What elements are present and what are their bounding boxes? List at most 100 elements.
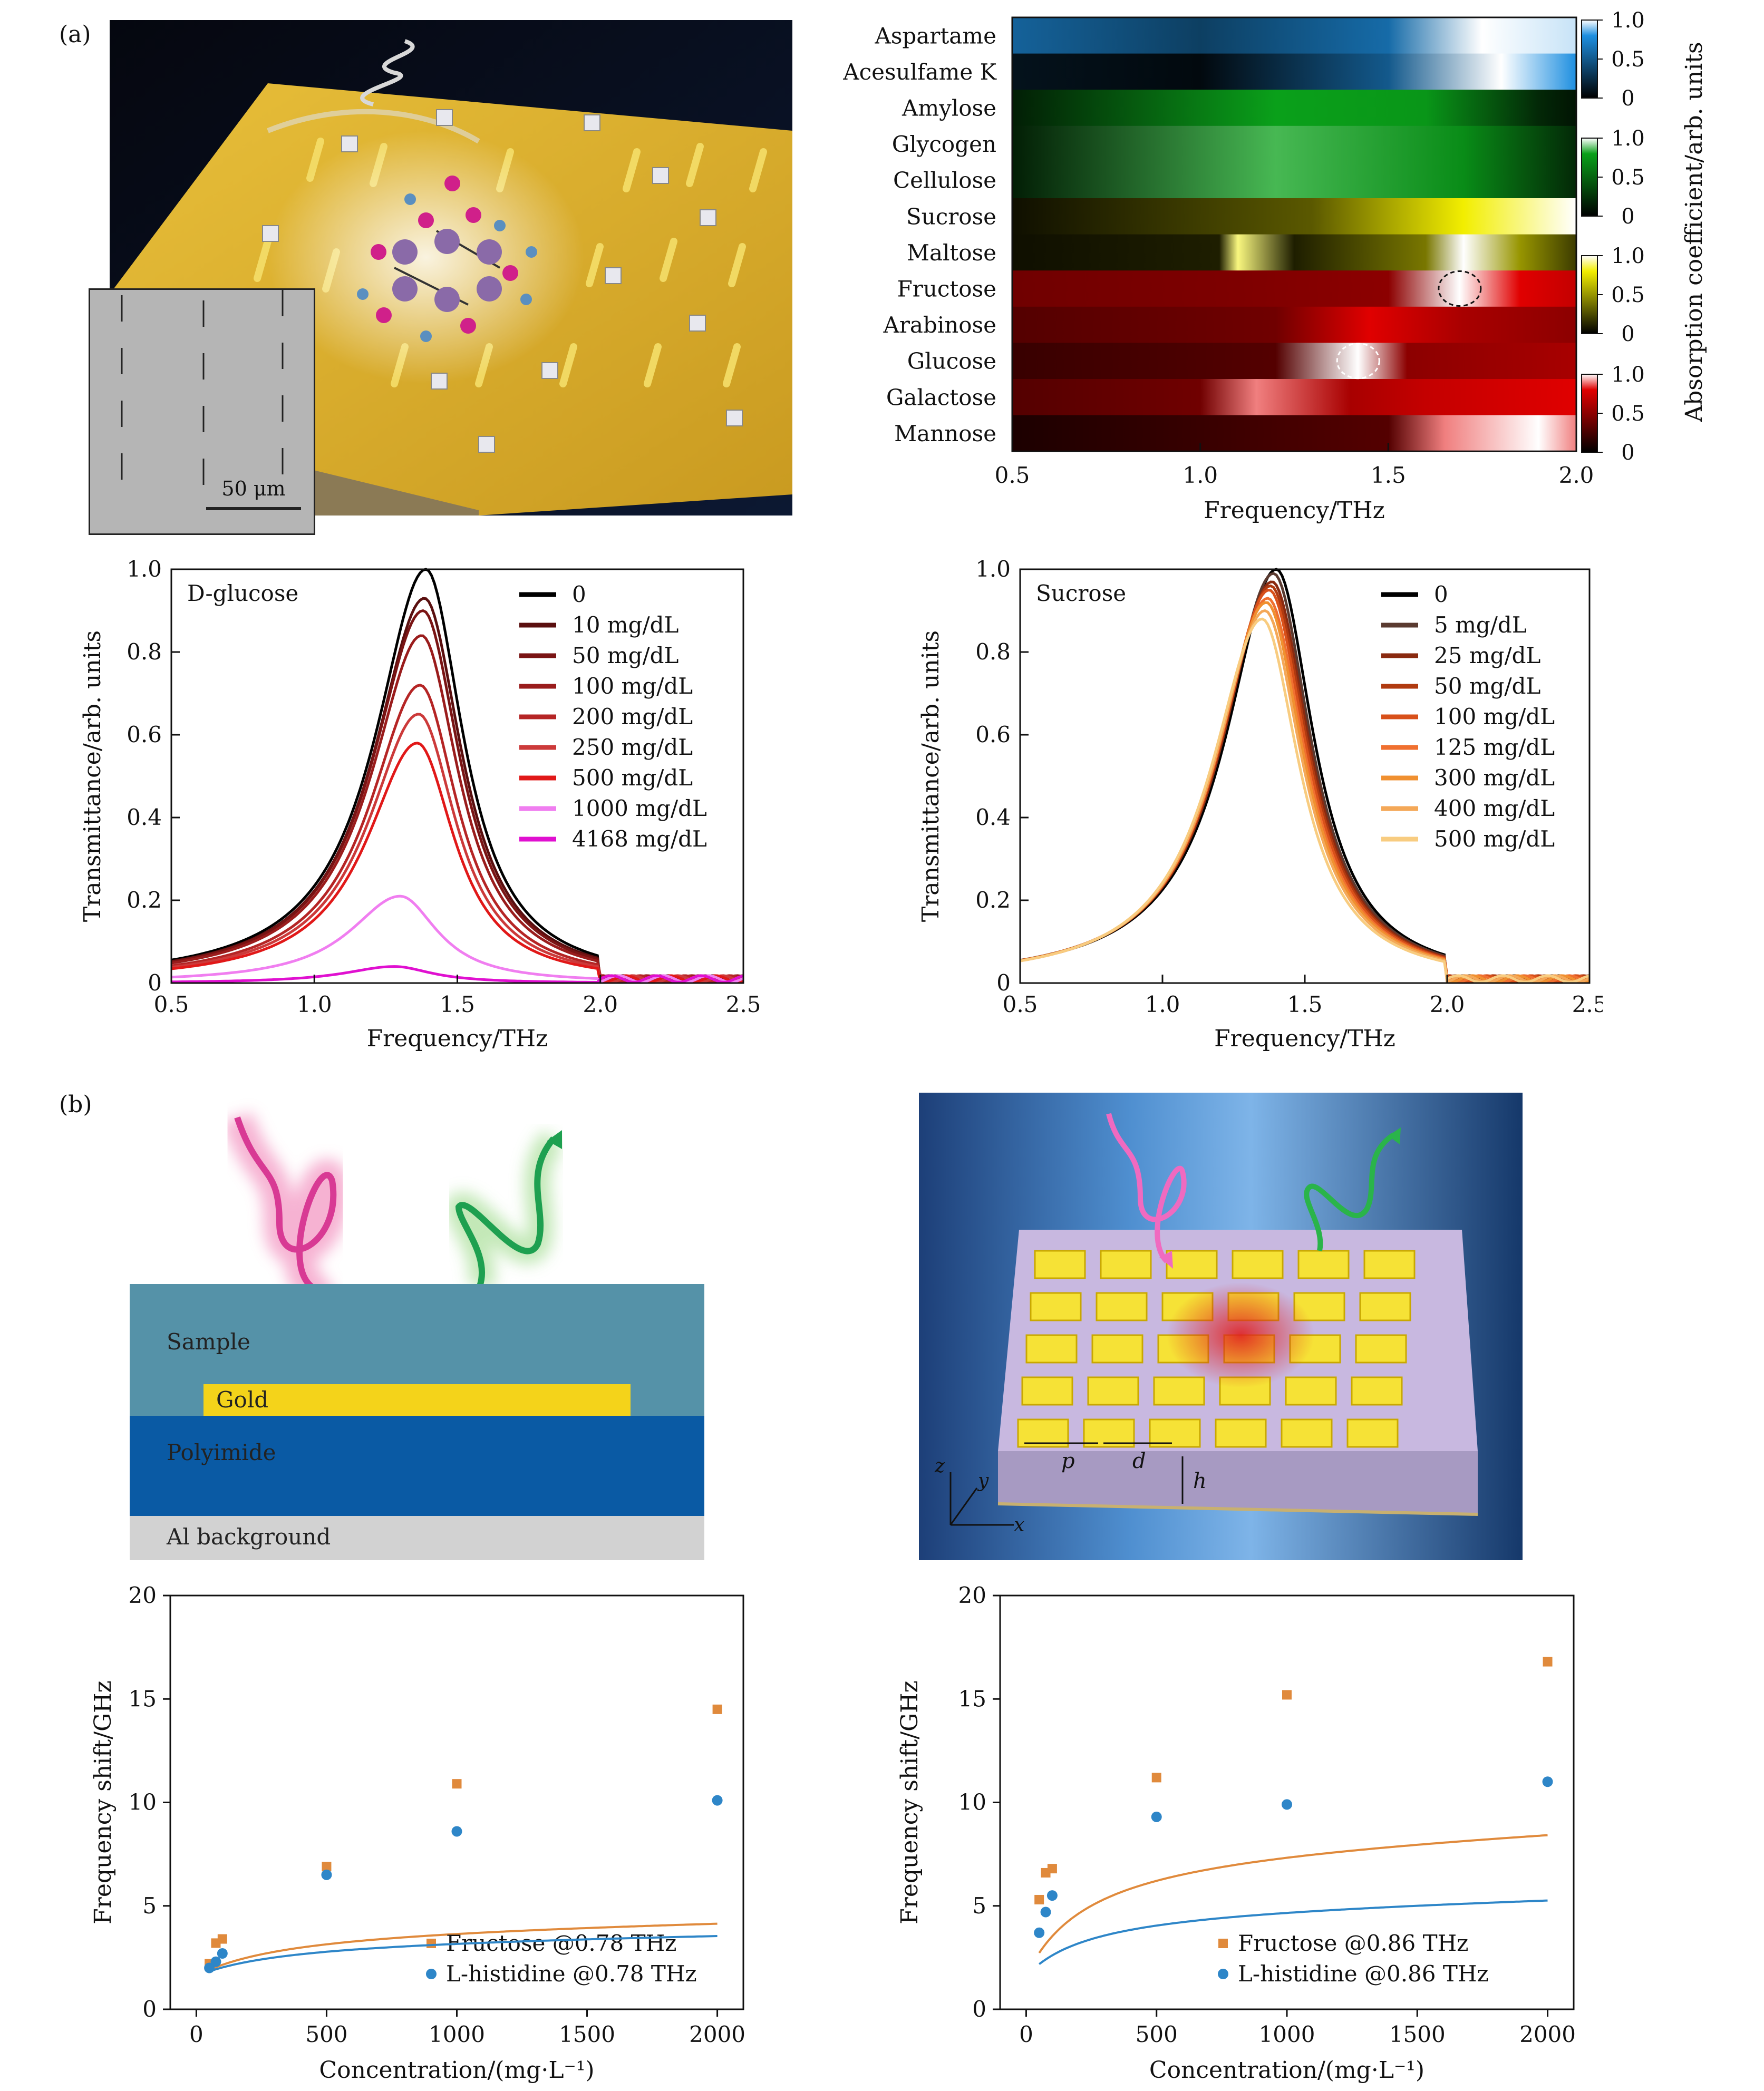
gold-patch — [1034, 1250, 1086, 1279]
glucose-peak-marker — [1336, 343, 1380, 380]
data-point — [210, 1956, 221, 1967]
y-tick-label: 1.0 — [127, 556, 162, 582]
heatmap-row-1 — [1012, 17, 1576, 54]
fructose-peak-marker — [1438, 270, 1482, 307]
gold-patch — [1030, 1292, 1082, 1321]
heatmap-row-10 — [1012, 343, 1576, 380]
heatmap-row-6 — [1012, 198, 1576, 235]
heatmap-x-tick-label: 0.5 — [995, 462, 1030, 488]
x-tick-label: 1000 — [429, 2021, 485, 2047]
x-axis-label: Frequency/THz — [367, 1025, 548, 1052]
legend-label: 100 mg/dL — [572, 673, 693, 699]
data-point — [712, 1704, 722, 1714]
legend-marker — [1218, 1969, 1228, 1979]
gold-patch — [1351, 1376, 1403, 1406]
gold-patch — [1359, 1292, 1411, 1321]
series-line-7 — [171, 742, 744, 984]
colorbar-tick-label: 0 — [1621, 205, 1634, 229]
label-z: z — [934, 1455, 945, 1477]
x-tick-label: 0.5 — [1003, 991, 1038, 1017]
heatmap-x-tick-label: 2.0 — [1559, 462, 1594, 488]
legend-label: L-histidine @0.86 THz — [1238, 1961, 1489, 1987]
data-point — [217, 1934, 227, 1944]
legend-label: 500 mg/dL — [1434, 826, 1555, 852]
heatmap-row-label: Aspartame — [875, 23, 997, 48]
heatmap-row-2 — [1012, 53, 1576, 90]
heatmap-row-3 — [1012, 90, 1576, 127]
absorption-heatmap: Aspartame Acesulfame K Amylose Glycogen Cell… — [842, 11, 1708, 524]
y-tick-label: 0 — [972, 1996, 986, 2022]
chart-title: D-glucose — [187, 580, 298, 606]
polyimide-label: Polyimide — [167, 1440, 276, 1465]
gold-patch — [1083, 1418, 1135, 1448]
legend-label: 5 mg/dL — [1434, 612, 1527, 638]
heatmap-row-label: Fructose — [897, 276, 996, 302]
colorbar-tick-label: 0.5 — [1611, 47, 1645, 72]
x-tick-label: 1500 — [1389, 2021, 1446, 2047]
colorbar-tick-label: 1.0 — [1611, 11, 1645, 33]
legend-label: 400 mg/dL — [1434, 795, 1555, 821]
gold-patch — [1017, 1418, 1069, 1448]
colorbar-tick-label: 0 — [1621, 86, 1634, 111]
gold-patch — [1297, 1250, 1350, 1279]
data-point — [1542, 1776, 1553, 1787]
y-tick-label: 15 — [129, 1686, 157, 1711]
gold-patch — [1232, 1250, 1284, 1279]
y-tick-label: 0 — [996, 970, 1011, 996]
data-point — [321, 1869, 332, 1880]
x-axis-label: Concentration/(mg·L⁻¹) — [1149, 2057, 1424, 2084]
heatmap-row-label: Mannose — [894, 421, 996, 446]
gold-patch — [1363, 1250, 1416, 1279]
sample-label: Sample — [167, 1329, 250, 1355]
y-tick-label: 15 — [958, 1686, 986, 1711]
legend-label: 4168 mg/dL — [572, 826, 707, 852]
sem-inset: 50 μm — [89, 288, 315, 535]
gold-patch — [1293, 1292, 1345, 1321]
y-tick-label: 5 — [142, 1893, 157, 1919]
gold-patch — [1346, 1418, 1399, 1448]
polyimide-layer — [130, 1416, 704, 1516]
colorbar-tick-label: 0 — [1621, 441, 1634, 465]
colorbar-tick-label: 0 — [1621, 322, 1634, 346]
y-axis-label: Transmittance/arb. units — [79, 630, 106, 922]
legend-label: 125 mg/dL — [1434, 734, 1555, 760]
fit-curve-2 — [1038, 1899, 1548, 1965]
gold-patch — [1087, 1376, 1139, 1406]
heatmap-row-7 — [1012, 234, 1576, 271]
data-point — [1034, 1927, 1045, 1938]
y-tick-label: 0.6 — [975, 722, 1011, 747]
legend-label: 200 mg/dL — [572, 704, 693, 730]
gold-patch — [1166, 1250, 1218, 1279]
colorbar-3 — [1581, 255, 1598, 334]
gold-patch — [1091, 1334, 1143, 1364]
heatmap-row-12 — [1012, 415, 1576, 452]
metasurface-3d-rendering: p d h x y z — [919, 1093, 1523, 1560]
sucrose-transmittance-chart: 0 5 mg/dL 25 mg/dL 50 mg/dL 100 mg/dL 125 mg/… — [917, 556, 1603, 1052]
y-axis-label: Frequency shift/GHz — [896, 1680, 923, 1924]
fit-curve-2 — [209, 1935, 718, 1972]
colorbar-tick-label: 1.0 — [1611, 244, 1645, 268]
heatmap-frame — [1011, 16, 1577, 452]
frequency-shift-chart-086: Fructose @0.86 THz L-histidine @0.86 THz 0… — [896, 1582, 1576, 2084]
heatmap-row-8 — [1012, 270, 1576, 307]
data-point — [1046, 1890, 1058, 1901]
heatmap-x-tick-label: 1.5 — [1371, 462, 1406, 488]
label-h: h — [1193, 1469, 1207, 1493]
legend-marker — [1218, 1939, 1228, 1948]
heatmap-row-9 — [1012, 306, 1576, 343]
y-axis-label: Frequency shift/GHz — [90, 1680, 117, 1924]
gold-layer — [203, 1384, 631, 1416]
y-tick-label: 10 — [958, 1789, 986, 1815]
x-axis-label: Frequency/THz — [1214, 1025, 1395, 1052]
colorbar-1 — [1581, 20, 1598, 99]
data-point — [1151, 1811, 1162, 1822]
label-y: y — [977, 1470, 989, 1492]
gold-patch — [1215, 1418, 1267, 1448]
gold-patch — [1285, 1376, 1337, 1406]
gold-patch — [1100, 1250, 1152, 1279]
y-tick-label: 0.2 — [975, 887, 1011, 913]
data-point — [452, 1779, 462, 1789]
x-tick-label: 1500 — [559, 2021, 615, 2047]
colorbar-tick-label: 1.0 — [1611, 127, 1645, 151]
